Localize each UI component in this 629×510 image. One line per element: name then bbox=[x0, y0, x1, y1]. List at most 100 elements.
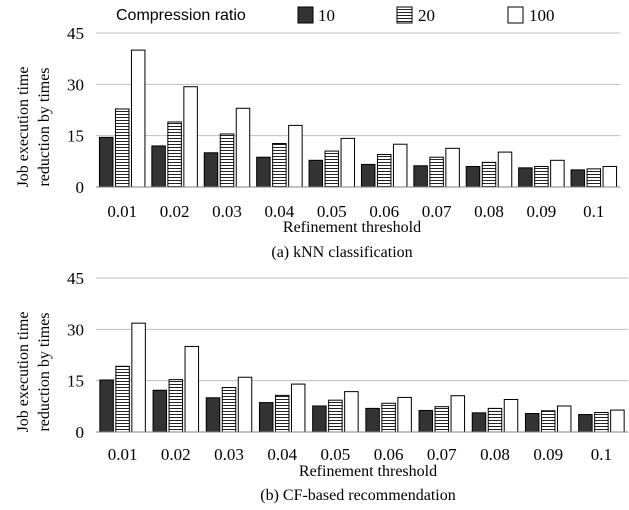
bar-ratio-10-0_1 bbox=[570, 169, 586, 188]
bar-ratio-20-0_06 bbox=[376, 153, 392, 188]
bar-ratio-100-0_06 bbox=[392, 143, 408, 188]
bar-ratio-10-0_02 bbox=[152, 389, 168, 433]
bar-ratio-100-0_04 bbox=[288, 124, 303, 188]
bar-ratio-10-0_1 bbox=[578, 414, 593, 433]
x-tick-label: 0.09 bbox=[527, 202, 557, 221]
y-tick-label: 0 bbox=[76, 423, 85, 442]
y-tick-label: 45 bbox=[67, 24, 84, 43]
bar-ratio-100-0_07 bbox=[450, 395, 466, 433]
x-tick-labels: 0.01 0.02 0.03 0.04 0.05 0.06 0.07 0.08 0.09 0.1 bbox=[107, 202, 604, 221]
y-axis-label-line2: reduction by times bbox=[36, 67, 53, 186]
bar-ratio-20-0_05 bbox=[324, 150, 340, 188]
bar-ratio-100-0_01 bbox=[131, 322, 146, 433]
bar-ratio-10-0_03 bbox=[203, 152, 219, 188]
bar-ratio-10-0_08 bbox=[465, 165, 481, 188]
bar-ratio-10-0_09 bbox=[518, 167, 533, 188]
y-tick-label: 15 bbox=[67, 127, 84, 146]
x-tick-label: 0.08 bbox=[474, 202, 504, 221]
bar-ratio-20-0_06 bbox=[381, 402, 396, 433]
legend-swatch-20 bbox=[396, 6, 413, 24]
bar-ratio-100-0_08 bbox=[503, 398, 519, 433]
legend-title: Compression ratio bbox=[116, 7, 246, 24]
chart-panel-knn: 0 15 30 45 0.01 0.02 0.03 0.04 0.05 0.06 0.07 0.08… bbox=[15, 24, 620, 261]
y-tick-labels: 0 15 30 45 bbox=[67, 269, 84, 442]
bar-ratio-20-0_07 bbox=[429, 156, 444, 188]
x-tick-label: 0.03 bbox=[214, 445, 244, 464]
x-tick-label: 0.04 bbox=[267, 445, 297, 464]
chart-title: (b) CF-based recommendation bbox=[260, 487, 456, 504]
bar-ratio-100-0_02 bbox=[183, 86, 198, 188]
bar-ratio-100-0_03 bbox=[237, 376, 253, 433]
bar-ratio-20-0_08 bbox=[487, 407, 503, 433]
bar-ratio-100-0_1 bbox=[602, 165, 618, 188]
bar-ratio-10-0_07 bbox=[418, 409, 434, 433]
x-tick-label: 0.08 bbox=[480, 445, 510, 464]
legend-label-20: 20 bbox=[418, 6, 435, 25]
bar-ratio-100-0_09 bbox=[550, 159, 565, 188]
y-axis-label-line2: reduction by times bbox=[36, 312, 53, 431]
y-tick-label: 30 bbox=[67, 75, 84, 94]
y-tick-label: 15 bbox=[67, 372, 84, 391]
legend-label-100: 100 bbox=[529, 6, 555, 25]
bar-ratio-20-0_07 bbox=[434, 406, 450, 433]
x-tick-label: 0.07 bbox=[422, 202, 452, 221]
x-axis-label: Refinement threshold bbox=[299, 463, 437, 480]
bar-ratio-10-0_08 bbox=[471, 412, 487, 433]
chart-panel-cf: 0 15 30 45 0.01 0.02 0.03 0.04 0.05 0.06 0.07 0.08… bbox=[15, 269, 628, 504]
bar-ratio-100-0_02 bbox=[184, 345, 200, 433]
bar-ratio-10-0_05 bbox=[308, 159, 324, 188]
legend: Compression ratio 10 20 100 bbox=[116, 6, 555, 25]
bar-ratio-10-0_03 bbox=[205, 397, 221, 433]
bar-ratio-10-0_06 bbox=[360, 163, 376, 188]
bar-ratio-100-0_06 bbox=[397, 396, 412, 433]
x-axis-label: Refinement threshold bbox=[283, 219, 421, 236]
bar-ratio-20-0_04 bbox=[272, 143, 287, 188]
x-tick-label: 0.07 bbox=[427, 445, 457, 464]
bar-ratio-20-0_1 bbox=[586, 168, 602, 188]
bar-ratio-20-0_03 bbox=[219, 133, 235, 188]
bar-ratio-100-0_05 bbox=[340, 137, 356, 188]
bar-ratio-10-0_06 bbox=[365, 407, 380, 433]
gridlines bbox=[96, 32, 620, 137]
bar-ratio-20-0_02 bbox=[167, 121, 182, 188]
bar-ratio-20-0_08 bbox=[481, 161, 497, 188]
x-tick-label: 0.05 bbox=[317, 202, 347, 221]
x-tick-label: 0.02 bbox=[160, 202, 190, 221]
bar-ratio-10-0_02 bbox=[151, 145, 166, 188]
y-tick-labels: 0 15 30 45 bbox=[67, 24, 84, 197]
legend-swatch-10 bbox=[297, 6, 314, 24]
x-tick-label: 0.1 bbox=[583, 202, 604, 221]
chart-title: (a) kNN classification bbox=[271, 244, 412, 261]
bar-ratio-100-0_1 bbox=[610, 409, 625, 433]
y-tick-label: 45 bbox=[67, 269, 84, 288]
bar-ratio-20-0_09 bbox=[540, 410, 556, 433]
x-tick-label: 0.09 bbox=[533, 445, 563, 464]
bar-ratio-20-0_03 bbox=[221, 387, 237, 433]
x-tick-label: 0.06 bbox=[374, 445, 404, 464]
x-tick-label: 0.04 bbox=[265, 202, 295, 221]
bar-ratio-10-0_05 bbox=[312, 405, 327, 433]
y-axis-label-line1: Job execution time bbox=[15, 312, 32, 433]
bar-ratio-10-0_04 bbox=[256, 156, 271, 188]
bar-ratio-100-0_07 bbox=[445, 147, 460, 188]
x-tick-label: 0.06 bbox=[369, 202, 399, 221]
x-tick-label: 0.01 bbox=[107, 202, 137, 221]
x-tick-labels: 0.01 0.02 0.03 0.04 0.05 0.06 0.07 0.08 0.09 0.1 bbox=[108, 445, 612, 464]
bar-ratio-100-0_09 bbox=[556, 405, 572, 433]
bar-ratio-20-0_04 bbox=[274, 394, 290, 433]
gridlines bbox=[96, 277, 628, 382]
bar-ratio-100-0_08 bbox=[497, 151, 513, 188]
bar-ratio-20-0_1 bbox=[594, 411, 609, 433]
x-tick-label: 0.02 bbox=[161, 445, 191, 464]
bar-ratio-10-0_01 bbox=[99, 379, 114, 433]
bar-ratio-10-0_01 bbox=[98, 136, 114, 188]
bar-ratio-100-0_03 bbox=[235, 107, 251, 188]
bar-ratio-20-0_09 bbox=[534, 165, 549, 188]
bar-ratio-20-0_01 bbox=[115, 365, 130, 433]
bars bbox=[98, 49, 618, 188]
bar-ratio-100-0_05 bbox=[344, 391, 359, 433]
bar-ratio-10-0_04 bbox=[258, 402, 274, 433]
y-tick-label: 30 bbox=[67, 320, 84, 339]
bar-ratio-20-0_02 bbox=[168, 379, 184, 433]
